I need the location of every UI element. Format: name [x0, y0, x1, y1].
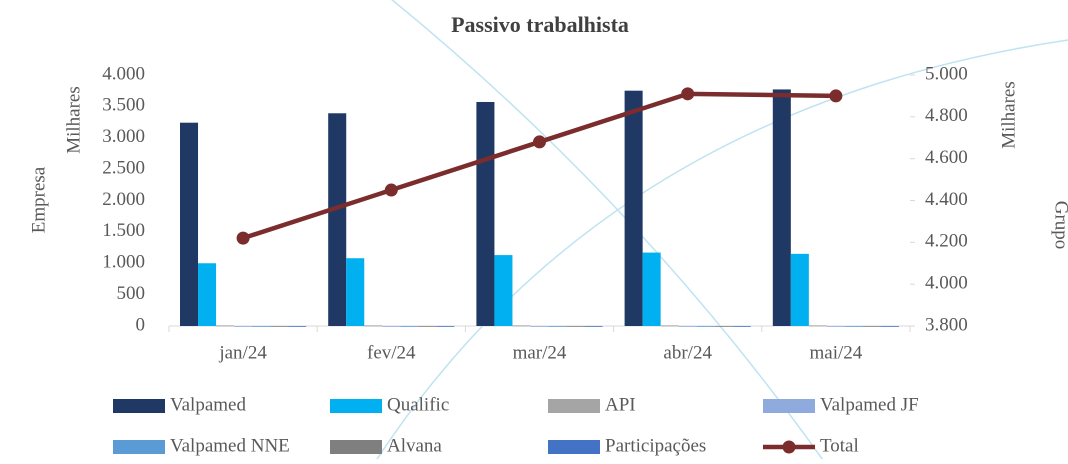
legend-label: API	[605, 394, 636, 415]
bar	[826, 326, 845, 327]
y2-axis-label: Grupo	[1051, 201, 1068, 250]
bar	[198, 263, 217, 326]
bar	[678, 326, 697, 327]
y2-tick-label: 4.800	[925, 105, 968, 126]
legend-swatch	[330, 440, 382, 454]
bar	[732, 326, 751, 327]
y-tick-label: 500	[117, 283, 146, 304]
legend-swatch	[113, 440, 165, 454]
bar	[530, 326, 549, 327]
bar	[548, 326, 567, 327]
bar	[880, 326, 899, 327]
decoration	[373, 39, 1068, 464]
line-marker	[384, 183, 398, 197]
legend-swatch	[548, 399, 600, 413]
bar	[418, 326, 437, 327]
line-marker	[829, 89, 843, 103]
y-tick-label: 2.000	[102, 189, 145, 210]
y2-tick-label: 4.400	[925, 189, 968, 210]
bar	[270, 326, 289, 327]
legend-swatch	[113, 399, 165, 413]
x-tick-label: fev/24	[367, 342, 416, 363]
y-tick-label: 3.000	[102, 126, 145, 147]
bar	[346, 258, 365, 326]
bar	[584, 326, 603, 327]
bar	[288, 326, 307, 327]
bar	[382, 326, 401, 327]
bar	[328, 113, 347, 326]
legend-swatch	[763, 399, 815, 413]
legend-label: Participações	[605, 435, 706, 456]
y2-tick-label: 4.000	[925, 273, 968, 294]
bar	[696, 326, 715, 327]
y-tick-label: 3.500	[102, 95, 145, 116]
bar	[772, 89, 791, 327]
line-marker	[533, 135, 546, 149]
bar	[790, 253, 809, 326]
legend-label: Qualific	[387, 394, 449, 415]
y-tick-label: 0	[136, 314, 146, 335]
y2-axis-label: Milhares	[998, 81, 1019, 149]
bar	[494, 255, 513, 326]
bar	[364, 325, 383, 327]
x-tick-label: mai/24	[810, 342, 863, 363]
x-tick-label: mar/24	[513, 342, 567, 363]
bar	[216, 325, 235, 327]
bar	[234, 326, 253, 327]
bar	[862, 326, 881, 327]
x-tick-label: jan/24	[218, 342, 267, 363]
bar	[624, 90, 643, 326]
bar	[252, 326, 271, 327]
legend-label: Valpamed NNE	[170, 435, 290, 456]
bar	[180, 122, 199, 326]
bar	[512, 325, 531, 327]
y2-tick-label: 5.000	[925, 63, 968, 84]
y2-tick-label: 4.200	[925, 231, 968, 252]
bar	[566, 326, 585, 327]
legend-label: Valpamed JF	[820, 394, 919, 415]
legend-label: Alvana	[387, 435, 442, 456]
bar	[808, 325, 827, 327]
chart-title: Passivo trabalhista	[451, 12, 629, 37]
y-tick-label: 1.500	[102, 220, 145, 241]
y2-tick-label: 4.600	[925, 147, 968, 168]
bar	[476, 101, 495, 326]
y-tick-label: 2.500	[102, 157, 145, 178]
bar	[436, 326, 455, 327]
bar	[660, 325, 679, 327]
y-axis-label: Empresa	[28, 166, 49, 233]
legend-swatch	[782, 440, 796, 454]
bar	[844, 326, 863, 327]
y-axis-label: Milhares	[63, 86, 84, 154]
legend-swatch	[548, 440, 600, 454]
legend-label: Valpamed	[170, 394, 246, 415]
bar	[642, 252, 661, 326]
decoration	[391, 0, 827, 464]
legend-swatch	[330, 399, 382, 413]
y2-tick-label: 3.800	[925, 314, 968, 335]
x-tick-label: abr/24	[663, 342, 712, 363]
line-marker	[681, 87, 695, 101]
line-marker	[236, 231, 250, 245]
bar	[714, 326, 733, 327]
y-tick-label: 1.000	[102, 252, 145, 273]
y-tick-label: 4.000	[102, 63, 145, 84]
bar	[400, 326, 419, 327]
legend-label: Total	[820, 435, 859, 456]
